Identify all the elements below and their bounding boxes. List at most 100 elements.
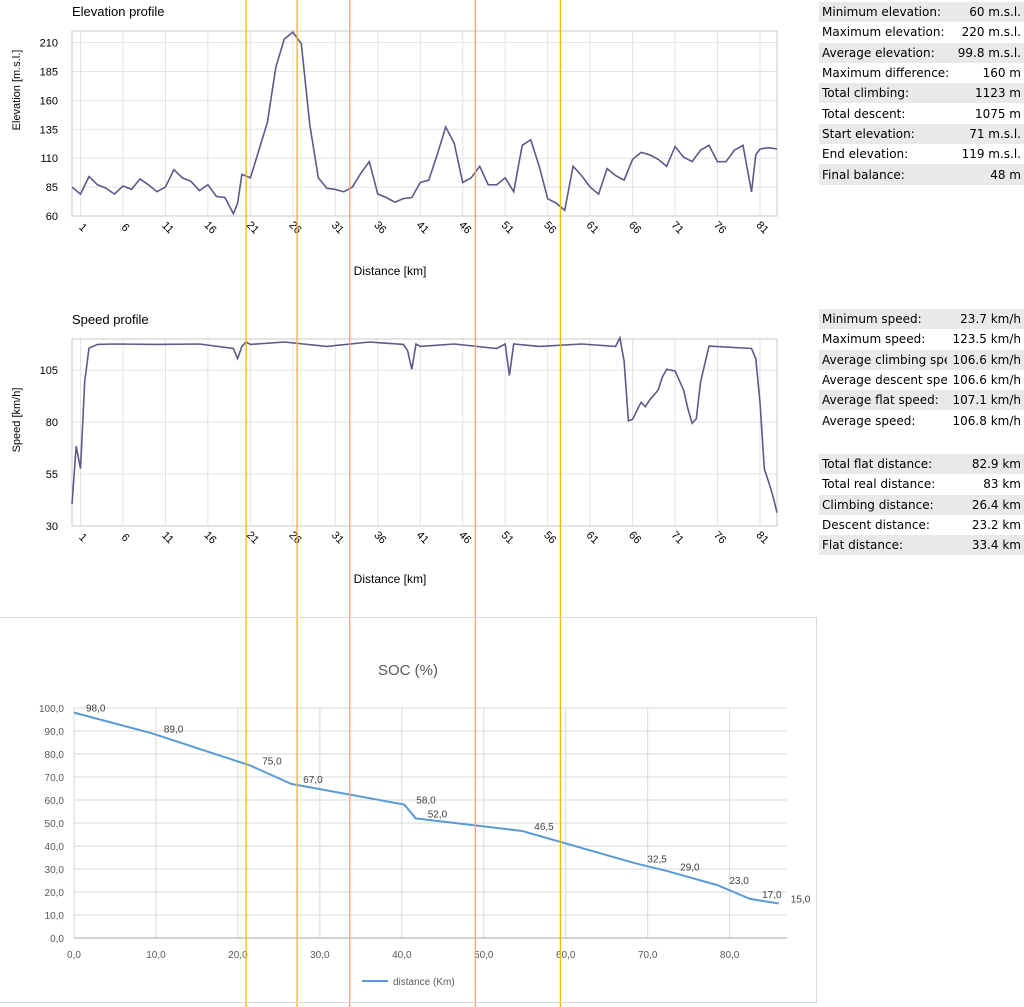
elevation-y-tick-label: 135 xyxy=(40,124,58,136)
elevation-y-tick-label: 185 xyxy=(40,66,58,78)
soc-x-tick-label: 40,0 xyxy=(392,950,412,961)
speed-x-tick-label: 11 xyxy=(159,530,176,547)
soc-x-tick-label: 80,0 xyxy=(720,950,740,961)
speed-stat-value: 106.6 km/h xyxy=(947,349,1024,370)
soc-x-tick-label: 50,0 xyxy=(474,950,494,961)
elevation-stat-value: 1075 m xyxy=(974,106,1021,121)
speed-x-tick-label: 46 xyxy=(456,529,473,546)
elevation-grid xyxy=(72,31,777,217)
speed-stat-label: Average climbing speed: xyxy=(819,349,948,370)
speed-stats-table: Minimum speed: 23.7 km/h Maximum speed: 123… xyxy=(819,309,1024,431)
elevation-stat-row: End elevation: 119 m.s.l. xyxy=(819,144,1024,164)
speed-stat-value: 23.7 km/h xyxy=(947,309,1024,330)
elevation-x-tick-label: 41 xyxy=(414,219,431,236)
elevation-stat-value: 1123 m xyxy=(950,83,1024,104)
speed-stat-label: Maximum speed: xyxy=(822,332,926,347)
elevation-stat-label: Minimum elevation: xyxy=(819,2,951,23)
soc-data-label: 15,0 xyxy=(791,895,811,906)
soc-data-label: 98,0 xyxy=(86,704,106,715)
speed-stat-label: Average flat speed: xyxy=(819,390,948,411)
speed-stat-label: Minimum speed: xyxy=(819,309,948,330)
speed-stat-label: Average descent speed: xyxy=(822,373,948,388)
marker-lines xyxy=(245,0,562,1007)
elevation-x-tick-label: 61 xyxy=(584,219,601,236)
elevation-x-tick-label: 46 xyxy=(456,219,473,236)
soc-data-label: 67,0 xyxy=(303,775,323,786)
speed-title: Speed profile xyxy=(72,312,149,327)
speed-stat-value: 123.5 km/h xyxy=(952,332,1021,347)
speed-stat-row: Average flat speed: 107.1 km/h xyxy=(819,390,1024,411)
speed-x-tick-label: 51 xyxy=(499,529,516,546)
elevation-stat-label: Total descent: xyxy=(822,106,906,121)
soc-line xyxy=(73,711,779,905)
elevation-stat-row: Start elevation: 71 m.s.l. xyxy=(819,123,1024,145)
elevation-stat-row: Average elevation: 99.8 m.s.l. xyxy=(819,42,1024,63)
distance-stat-label: Total real distance: xyxy=(822,477,936,492)
elevation-stat-label: Average elevation: xyxy=(819,42,951,63)
elevation-y-tick-label: 210 xyxy=(40,38,58,50)
distance-stat-value: 83 km xyxy=(983,477,1021,492)
soc-y-tick-label: 40,0 xyxy=(45,842,65,853)
elevation-stat-value: 119 m.s.l. xyxy=(961,147,1021,162)
soc-data-labels: 98,0 89,0 75,0 67,0 58,0 52,0 46,5 32,5 29,0 23,0… xyxy=(86,704,811,906)
speed-stat-value: 107.1 km/h xyxy=(947,390,1024,411)
soc-x-tick-label: 20,0 xyxy=(228,950,248,961)
elevation-x-tick-label: 51 xyxy=(499,219,516,236)
soc-data-label: 17,0 xyxy=(762,890,782,901)
soc-chart: SOC (%) 0,0 10,0 20,0 30,0 40,0 50,0 60,0 70,0 8… xyxy=(39,662,811,988)
soc-title: SOC (%) xyxy=(378,662,438,679)
elevation-x-tick-label: 11 xyxy=(159,220,176,237)
soc-x-tick-label: 70,0 xyxy=(638,950,658,961)
elevation-stat-label: Maximum difference: xyxy=(822,66,950,81)
speed-x-tick-label: 1 xyxy=(76,531,89,544)
speed-x-tick-label: 71 xyxy=(669,529,686,546)
soc-data-label: 58,0 xyxy=(416,796,436,807)
speed-stat-row: Average descent speed: 106.6 km/h xyxy=(819,370,1024,390)
speed-xlabel: Distance [km] xyxy=(354,572,427,586)
soc-y-tick-label: 80,0 xyxy=(45,750,65,761)
speed-stat-label: Average speed: xyxy=(822,413,916,428)
soc-grid xyxy=(73,707,787,939)
soc-y-tick-label: 60,0 xyxy=(45,796,65,807)
elevation-y-ticks: 60 85 110 135 160 185 210 xyxy=(40,38,58,223)
elevation-stat-value: 99.8 m.s.l. xyxy=(950,42,1024,63)
elevation-title: Elevation profile xyxy=(72,4,165,19)
elevation-stat-row: Maximum elevation: 220 m.s.l. xyxy=(819,22,1024,42)
soc-data-label: 89,0 xyxy=(164,724,184,735)
elevation-y-tick-label: 85 xyxy=(46,182,58,194)
soc-data-label: 52,0 xyxy=(428,809,448,820)
speed-grid xyxy=(72,339,777,527)
speed-x-tick-label: 36 xyxy=(371,529,388,546)
elevation-stat-row: Maximum difference: 160 m xyxy=(819,63,1024,83)
soc-y-tick-label: 20,0 xyxy=(45,888,65,899)
elevation-stat-value: 60 m.s.l. xyxy=(950,2,1024,23)
elevation-x-ticks: 1 6 11 16 21 26 31 36 41 46 51 56 61 66 71 76 81 xyxy=(76,219,770,236)
soc-data-label: 75,0 xyxy=(262,757,282,768)
soc-x-tick-label: 10,0 xyxy=(146,950,166,961)
soc-data-label: 32,5 xyxy=(647,854,667,865)
elevation-stat-label: Total climbing: xyxy=(819,83,951,104)
elevation-x-tick-label: 36 xyxy=(371,219,388,236)
distance-stat-label: Climbing distance: xyxy=(819,494,960,515)
speed-x-tick-label: 66 xyxy=(626,529,643,546)
distance-stat-row: Climbing distance: 26.4 km xyxy=(819,494,1024,515)
soc-data-label: 29,0 xyxy=(680,862,700,873)
distance-stat-value: 23.2 km xyxy=(971,518,1021,533)
speed-x-ticks: 1 6 11 16 21 26 31 36 41 46 51 56 61 66 71 76 81 xyxy=(76,529,770,546)
elevation-stat-value: 220 m.s.l. xyxy=(961,25,1021,40)
speed-stat-value: 106.6 km/h xyxy=(952,373,1021,388)
soc-y-tick-label: 90,0 xyxy=(45,727,65,738)
speed-x-tick-label: 41 xyxy=(414,529,431,546)
distance-stat-row: Flat distance: 33.4 km xyxy=(819,535,1024,556)
soc-chart-panel xyxy=(0,617,817,1003)
speed-x-tick-label: 81 xyxy=(754,529,771,546)
speed-stat-row: Average speed: 106.8 km/h xyxy=(819,410,1024,430)
soc-legend: distance (Km) xyxy=(362,977,455,988)
soc-y-tick-label: 50,0 xyxy=(45,819,65,830)
speed-y-tick-label: 105 xyxy=(40,365,58,377)
speed-y-tick-label: 30 xyxy=(46,521,58,533)
elevation-x-tick-label: 6 xyxy=(119,221,132,234)
distance-stat-row: Descent distance: 23.2 km xyxy=(819,515,1024,535)
elevation-stat-label: Final balance: xyxy=(819,164,951,185)
